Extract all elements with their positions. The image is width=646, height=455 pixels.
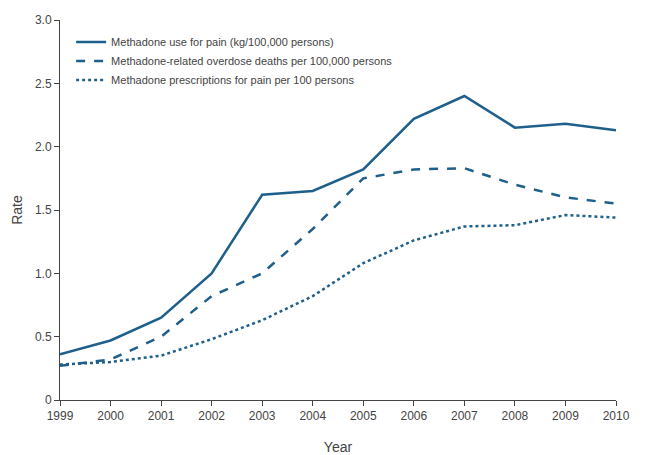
svg-text:Rate: Rate — [9, 195, 25, 225]
svg-text:2000: 2000 — [97, 409, 124, 423]
svg-text:1999: 1999 — [47, 409, 74, 423]
svg-text:2002: 2002 — [198, 409, 225, 423]
svg-text:1.5: 1.5 — [35, 203, 52, 217]
svg-text:0.5: 0.5 — [35, 330, 52, 344]
svg-text:2001: 2001 — [148, 409, 175, 423]
svg-text:Methadone prescriptions for pa: Methadone prescriptions for pain per 100… — [111, 74, 354, 86]
svg-text:2.0: 2.0 — [35, 140, 52, 154]
svg-text:0: 0 — [45, 393, 52, 407]
svg-text:2007: 2007 — [451, 409, 478, 423]
svg-text:2006: 2006 — [400, 409, 427, 423]
svg-text:Year: Year — [324, 439, 353, 455]
svg-text:2003: 2003 — [249, 409, 276, 423]
svg-text:Methadone-related overdose dea: Methadone-related overdose deaths per 10… — [111, 55, 392, 67]
svg-text:2.5: 2.5 — [35, 77, 52, 91]
svg-text:1.0: 1.0 — [35, 267, 52, 281]
svg-text:2008: 2008 — [502, 409, 529, 423]
svg-text:3.0: 3.0 — [35, 13, 52, 27]
svg-text:2010: 2010 — [603, 409, 630, 423]
svg-text:Methadone use for pain (kg/100: Methadone use for pain (kg/100,000 perso… — [111, 36, 334, 48]
svg-text:2004: 2004 — [299, 409, 326, 423]
svg-text:2005: 2005 — [350, 409, 377, 423]
svg-text:2009: 2009 — [552, 409, 579, 423]
